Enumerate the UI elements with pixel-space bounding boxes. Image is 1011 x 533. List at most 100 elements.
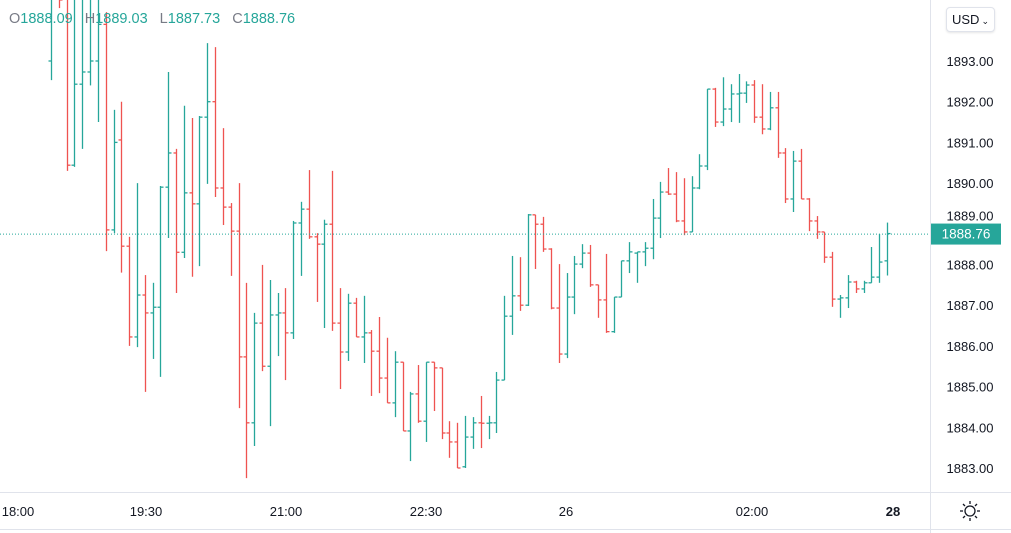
ohlc-bar — [282, 288, 289, 381]
ohlc-bar — [439, 367, 446, 440]
ohlc-bar — [486, 415, 493, 440]
ohlc-bar — [798, 148, 805, 200]
ohlc-bar — [337, 288, 344, 390]
ohlc-bar — [228, 203, 235, 276]
ohlc-bar — [415, 365, 422, 423]
sun-settings-icon[interactable] — [958, 499, 982, 523]
ohlc-bar — [759, 84, 766, 135]
ohlc-bar — [845, 275, 852, 309]
ohlc-bar — [571, 255, 578, 315]
ohlc-bar — [728, 84, 735, 123]
price-tick-label: 1892.00 — [947, 95, 994, 110]
ohlc-bar — [525, 214, 532, 307]
ohlc-bar — [712, 87, 719, 127]
time-tick-label: 26 — [559, 504, 573, 519]
ohlc-bar — [267, 279, 274, 427]
ohlc-bar — [821, 231, 828, 263]
time-tick-label: 28 — [886, 504, 900, 519]
ohlc-bar — [501, 295, 508, 381]
ohlc-bar — [657, 181, 664, 239]
ohlc-bar — [673, 172, 680, 223]
ohlc-bar — [103, 12, 110, 252]
ohlc-bar — [884, 222, 891, 276]
ohlc-bar — [58, 0, 63, 9]
ohlc-bar — [775, 91, 782, 158]
price-tick-label: 1890.00 — [947, 176, 994, 191]
price-tick-label: 1891.00 — [947, 135, 994, 150]
ohlc-bar — [868, 246, 875, 284]
open-value: 1888.09 — [20, 11, 73, 27]
ohlc-bar — [517, 257, 524, 311]
ohlc-bar — [220, 128, 227, 226]
ohlc-bar — [321, 219, 328, 328]
ohlc-bar — [595, 284, 602, 318]
ohlc-bar — [259, 264, 266, 372]
close-label: C — [232, 11, 243, 27]
high-label: H — [84, 11, 96, 27]
ohlc-bar — [95, 0, 102, 123]
ohlc-bar — [681, 178, 688, 236]
ohlc-bar — [150, 282, 157, 359]
ohlc-legend: O1888.09 H1889.03 L1887.73 C1888.76 — [9, 11, 295, 27]
price-axis[interactable] — [930, 0, 1011, 533]
ohlc-bar — [736, 74, 743, 123]
ohlc-bar — [368, 330, 375, 396]
price-tick-label: 1887.00 — [947, 298, 994, 313]
ohlc-bar — [853, 280, 860, 293]
ohlc-bar — [111, 109, 118, 234]
ohlc-bar — [126, 236, 133, 346]
ohlc-bar — [353, 297, 360, 338]
ohlc-bar — [587, 244, 594, 287]
currency-button[interactable]: USD ⌄ — [946, 7, 995, 32]
ohlc-bar — [696, 154, 703, 190]
price-tick-label: 1893.00 — [947, 54, 994, 69]
ohlc-bar — [861, 280, 868, 293]
ohlc-bar — [446, 421, 453, 458]
ohlc-bar — [275, 292, 282, 357]
time-tick-label: 02:00 — [736, 504, 769, 519]
ohlc-bar — [376, 317, 383, 394]
ohlc-bar — [532, 214, 539, 269]
ohlc-bar — [392, 351, 399, 418]
close-value: 1888.76 — [242, 11, 296, 27]
ohlc-bar — [345, 293, 352, 361]
time-tick-label: 19:30 — [130, 504, 163, 519]
ohlc-bar — [564, 273, 571, 359]
ohlc-bar — [384, 337, 391, 404]
time-tick-label: 21:00 — [270, 504, 303, 519]
ohlc-bar — [603, 253, 610, 333]
ohlc-bar — [626, 242, 633, 274]
last-price-tag-text: 1888.76 — [942, 227, 991, 242]
ohlc-bar — [509, 255, 516, 335]
ohlc-bar — [298, 201, 305, 276]
price-tick-label: 1886.00 — [947, 339, 994, 354]
ohlc-bar — [212, 47, 219, 197]
ohlc-bar — [689, 176, 696, 233]
price-tick-label: 1885.00 — [947, 380, 994, 395]
chevron-down-icon: ⌄ — [981, 16, 989, 26]
last-price-tag: 1888.76 — [931, 223, 1001, 245]
ohlc-bar — [189, 117, 196, 277]
ohlc-bar — [71, 0, 78, 167]
ohlc-bar — [634, 251, 641, 283]
ohlc-bar — [423, 361, 430, 442]
ohlc-bar — [400, 361, 407, 432]
time-axis-labels: 18:00 19:30 21:00 22:30 26 02:00 28 — [2, 504, 901, 519]
ohlc-bar — [66, 0, 71, 171]
ohlc-bar — [173, 148, 180, 293]
ohlc-bar — [704, 88, 711, 171]
price-tick-label: 1883.00 — [947, 461, 994, 476]
ohlc-bar — [665, 168, 672, 195]
ohlc-bar — [407, 391, 414, 462]
high-value: 1889.03 — [95, 11, 148, 27]
ohlc-bar — [142, 275, 149, 392]
ohlc-bar — [876, 233, 883, 283]
ohlc-bar — [829, 251, 836, 307]
ohlc-bar — [306, 170, 313, 239]
bars-layer — [48, 0, 891, 479]
currency-label: USD — [952, 12, 980, 27]
ohlc-bar — [618, 260, 625, 298]
ohlc-bar — [204, 43, 211, 184]
ohlc-bar — [743, 81, 750, 103]
